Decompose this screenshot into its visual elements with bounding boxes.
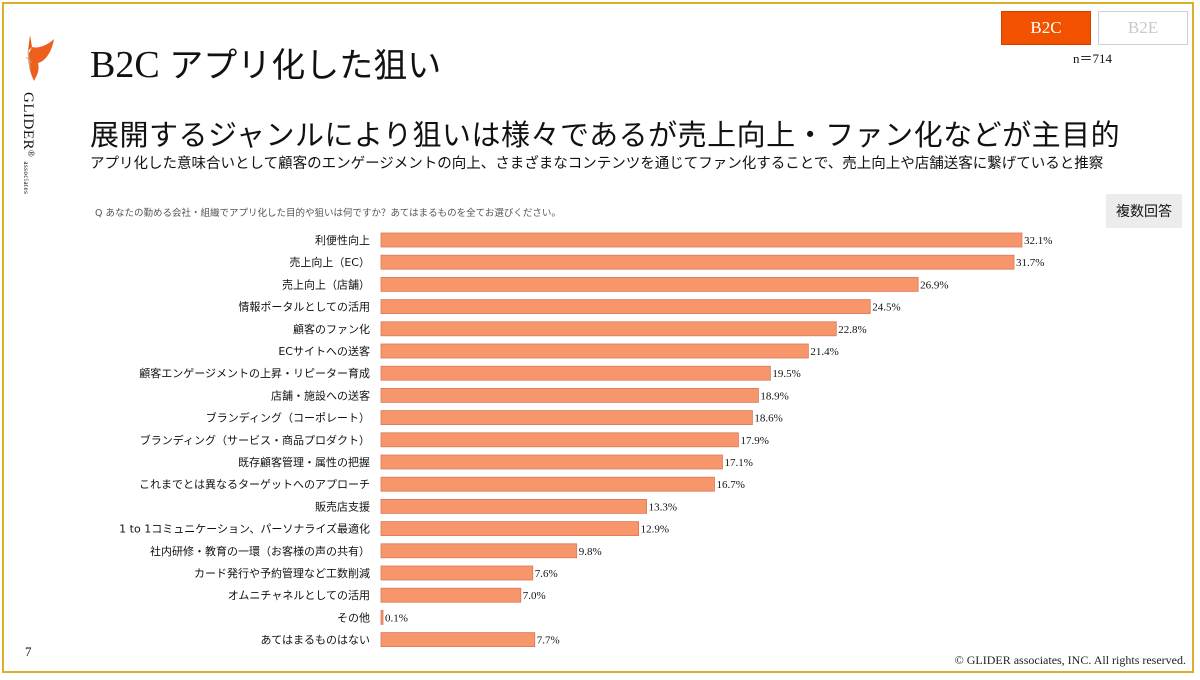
category-label: 既存顧客管理・属性の把握 xyxy=(238,455,370,469)
category-label: 利便性向上 xyxy=(315,233,370,247)
multiple-answer-badge: 複数回答 xyxy=(1106,194,1182,228)
value-label: 21.4% xyxy=(810,346,838,358)
category-label: 顧客のファン化 xyxy=(293,322,370,336)
category-label: 販売店支援 xyxy=(315,499,370,513)
category-label: あてはまるものはない xyxy=(260,634,370,647)
sample-size: n＝714 xyxy=(1073,51,1113,66)
headline: 展開するジャンルにより狙いは様々であるが売上向上・ファン化などが主目的 xyxy=(90,118,1121,152)
bar xyxy=(380,498,647,514)
category-label: 売上向上（EC） xyxy=(289,255,370,269)
category-label: オムニチャネルとしての活用 xyxy=(228,589,370,602)
bar xyxy=(380,232,1023,248)
category-label: その他 xyxy=(337,611,370,624)
bar xyxy=(380,321,837,337)
bar xyxy=(380,343,809,359)
bar xyxy=(380,454,723,470)
bar xyxy=(380,521,639,536)
value-label: 9.8% xyxy=(579,546,602,558)
glider-logo-icon xyxy=(25,35,54,81)
value-label: 12.9% xyxy=(641,524,669,536)
category-label: 情報ポータルとしての活用 xyxy=(238,301,370,314)
survey-question: Q あなたの勤める会社・組織でアプリ化した目的や狙いは何ですか？あてはまるものを… xyxy=(95,208,561,219)
value-label: 26.9% xyxy=(920,279,948,291)
bar xyxy=(380,254,1015,270)
value-label: 7.7% xyxy=(537,635,560,647)
category-label: 顧客エンゲージメントの上昇・リピーター育成 xyxy=(139,366,370,380)
value-label: 7.6% xyxy=(535,568,558,580)
title-text: アプリ化した狙い xyxy=(169,46,442,86)
category-label: ブランディング（コーポレート） xyxy=(206,411,370,425)
value-label: 32.1% xyxy=(1024,235,1052,247)
category-label: カード発行や予約管理など工数削減 xyxy=(194,566,370,580)
title-prefix: B2C xyxy=(90,44,160,86)
value-label: 19.5% xyxy=(772,368,800,380)
category-label: 1 to 1コミュニケーション、パーソナライズ最適化 xyxy=(119,522,370,536)
value-label: 13.3% xyxy=(649,501,677,513)
category-label: これまでとは異なるターゲットへのアプローチ xyxy=(139,478,370,491)
bar xyxy=(380,587,522,603)
bar xyxy=(380,387,759,403)
bar xyxy=(380,632,536,647)
value-label: 17.1% xyxy=(724,457,752,469)
bar xyxy=(380,365,771,381)
value-label: 7.0% xyxy=(523,590,546,602)
value-label: 31.7% xyxy=(1016,257,1044,269)
value-label: 0.1% xyxy=(385,612,408,624)
value-label: 18.6% xyxy=(754,413,782,425)
category-label: 社内研修・教育の一環（お客様の声の共有） xyxy=(150,544,370,558)
value-label: 24.5% xyxy=(872,302,900,314)
value-label: 18.9% xyxy=(760,390,788,402)
bar xyxy=(380,543,578,559)
category-label: ECサイトへの送客 xyxy=(278,344,370,358)
category-label: 売上向上（店舗） xyxy=(282,277,370,291)
category-label: ブランディング（サービス・商品プロダクト） xyxy=(140,433,370,447)
bar xyxy=(380,299,871,315)
bar xyxy=(380,276,919,292)
value-label: 22.8% xyxy=(838,324,866,336)
value-label: 16.7% xyxy=(716,479,744,491)
value-label: 17.9% xyxy=(740,435,768,447)
category-label: 店舗・施設への送客 xyxy=(271,388,370,402)
tab-b2e[interactable]: B2E xyxy=(1098,11,1188,45)
page-title: B2C アプリ化した狙い xyxy=(90,38,441,87)
subheadline: アプリ化した意味合いとして顧客のエンゲージメントの向上、さまざまなコンテンツを通… xyxy=(90,156,1104,172)
tab-b2c[interactable]: B2C xyxy=(1001,11,1091,45)
bar xyxy=(380,432,739,448)
bar xyxy=(380,565,534,581)
bar xyxy=(380,410,753,426)
bar xyxy=(380,476,715,492)
copyright: © GLIDER associates, INC. All rights res… xyxy=(954,653,1186,667)
bar xyxy=(380,610,384,625)
page-number: 7 xyxy=(25,644,32,659)
